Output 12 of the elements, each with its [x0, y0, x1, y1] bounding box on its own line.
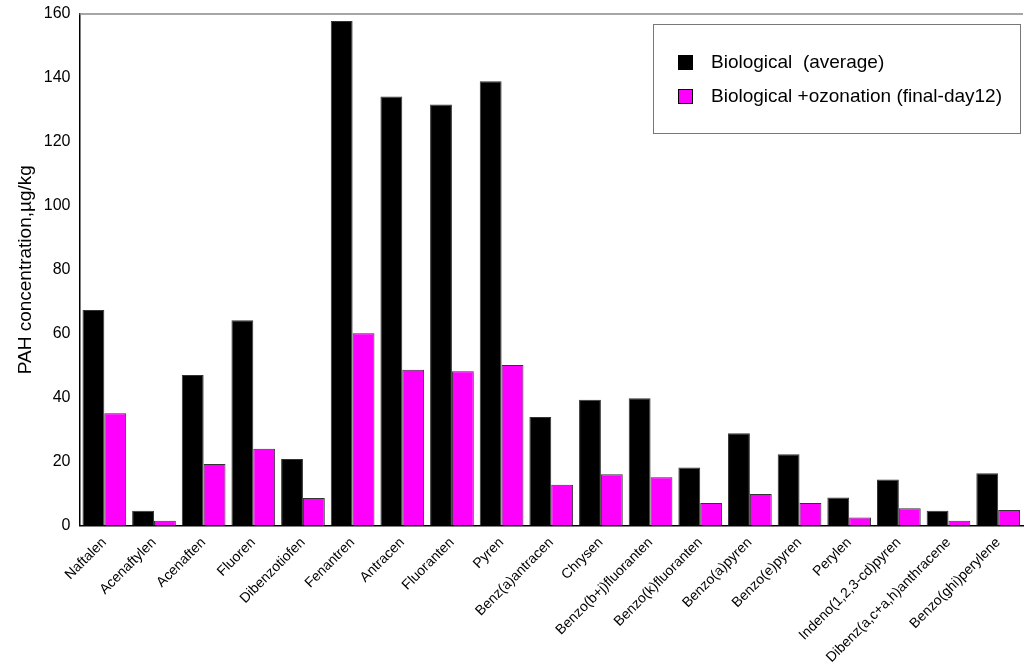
y-tick-label: 120: [43, 132, 71, 150]
y-tick-label: 160: [43, 4, 71, 22]
y-tick-label: 140: [43, 68, 71, 86]
y-tick-label: 100: [43, 196, 71, 214]
y-tick-label: 60: [52, 324, 71, 342]
y-tick-label: 80: [52, 260, 71, 278]
legend-label: Biological (average): [711, 51, 885, 73]
y-tick-label: 0: [61, 515, 71, 533]
y-tick-label: 40: [52, 387, 71, 405]
legend-label: Biological +ozonation (final-day12): [711, 85, 1002, 107]
y-axis-title: PAH concentration,µg/kg: [13, 165, 35, 375]
y-tick-label: 20: [52, 451, 71, 469]
